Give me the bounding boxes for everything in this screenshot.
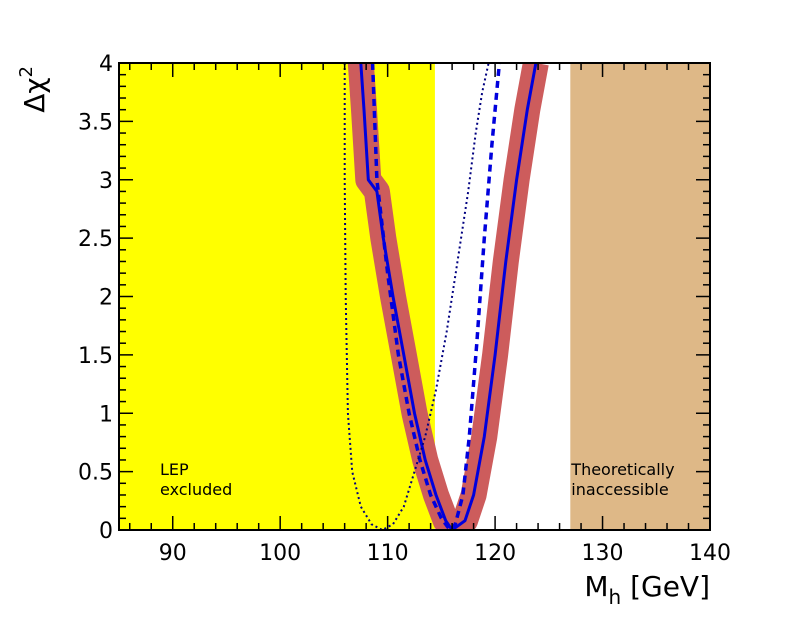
axis-ticks: 90 100 110 120 130 140 0 0.5 1 1.5 2 2.5 3 3.5 4 [78,52,731,566]
x-tick-label-110: 110 [367,541,409,566]
y-tick-label-2: 1 [99,402,113,427]
y-tick-label-1: 0.5 [78,461,113,486]
series-fit-dashed [370,63,502,530]
y-tick-label-6: 3 [99,169,113,194]
y-tick-label-4: 2 [99,286,113,311]
y-tick-label-3: 1.5 [78,344,113,369]
x-axis-title-unit: [GeV] [621,570,710,603]
x-axis-title-subscript: h [608,585,621,609]
y-tick-label-0: 0 [99,519,113,544]
y-tick-label-8: 4 [99,52,113,77]
region-label-0-line-0: LEP [160,460,189,479]
region-label-1-line-1: inaccessible [571,480,668,499]
x-tick-label-120: 120 [474,541,516,566]
region-label-0-line-1: excluded [160,480,232,499]
region-1 [570,63,710,530]
x-tick-label-130: 130 [582,541,624,566]
region-label-1-line-0: Theoretically [570,460,674,479]
y-axis-title-superscript: 2 [16,66,37,77]
region-label-0: LEP excluded [160,460,232,499]
y-axis-title: Δχ2 [16,66,51,113]
series-group [343,63,549,530]
x-tick-label-100: 100 [259,541,301,566]
y-tick-label-5: 2.5 [78,227,113,252]
y-tick-label-7: 3.5 [78,110,113,135]
x-tick-label-140: 140 [689,541,731,566]
x-axis-title: Mh [GeV] [584,570,710,609]
region-label-1: Theoretically inaccessible [570,460,674,499]
series-fit-dotted [343,63,490,530]
x-tick-label-90: 90 [159,541,187,566]
region-labels: LEP excluded Theoretically inaccessible [160,460,675,499]
